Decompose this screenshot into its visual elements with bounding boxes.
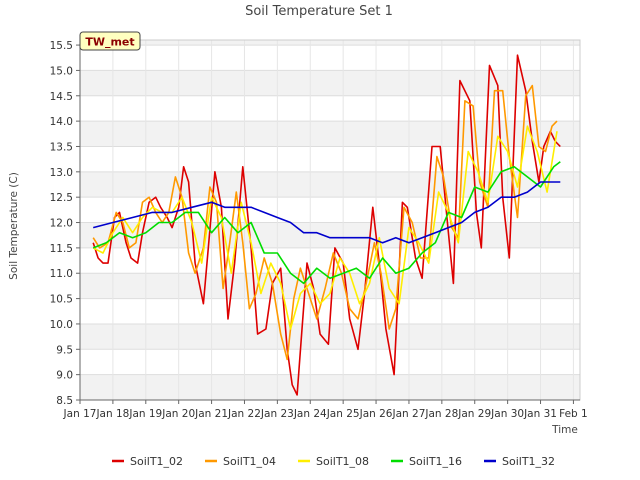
badge-label: TW_met [85,36,134,49]
legend-item-soilt1-08: SoilT1_08 [298,455,369,468]
y-tick-label: 11.5 [50,243,73,255]
legend-label: SoilT1_16 [409,455,462,468]
legend-item-soilt1-04: SoilT1_04 [205,455,276,468]
x-tick-label: Jan 25 [326,408,360,420]
legend-item-soilt1-02: SoilT1_02 [112,455,183,468]
plot-band [80,121,580,147]
x-tick-label: Feb 1 [559,408,588,420]
legend-label: SoilT1_32 [502,455,555,468]
x-tick-label: Jan 23 [260,408,294,420]
x-axis-label: Time [551,424,578,436]
y-tick-label: 11.0 [50,268,73,280]
x-tick-label: Jan 19 [128,408,162,420]
plot-band [80,171,580,198]
x-tick-label: Jan 21 [194,408,228,420]
series-line-soilt1-16 [92,161,561,285]
axes [79,39,581,401]
y-tick-label: 13.0 [50,167,73,179]
y-axis-label: Soil Temperature (C) [8,172,20,280]
y-tick-label: 9.5 [56,344,73,356]
y-tick-label: 8.5 [56,395,73,407]
badge: TW_met [79,31,141,51]
legend-label: SoilT1_02 [130,455,183,468]
plot-band [80,374,580,400]
x-tick-label: Jan 20 [161,408,195,420]
x-tick-label: Jan 26 [359,408,393,420]
x-tick-label: Jan 28 [424,408,458,420]
y-axis-ticks: 8.5 9.0 9.5 10.0 10.5 11.0 11.5 12.0 12.5 13.0 13.… [50,40,80,407]
x-tick-label: Jan 31 [523,408,557,420]
legend-item-soilt1-16: SoilT1_16 [391,455,462,468]
plot-band [80,40,580,46]
badge-box [79,31,141,51]
chart-title: Soil Temperature Set 1 [245,4,393,19]
x-tick-label: Jan 22 [227,408,261,420]
series-lines [92,54,561,396]
series-line-soilt1-32 [92,181,561,244]
legend-label: SoilT1_08 [316,455,369,468]
plot-band [80,222,580,248]
x-tick-label: Jan 30 [490,408,524,420]
legend-label: SoilT1_04 [223,455,276,468]
legend: SoilT1_02 SoilT1_04 SoilT1_08 SoilT1_16 Soil… [112,455,555,468]
y-tick-label: 9.0 [56,370,73,382]
plot-band [80,273,580,299]
plot-band [80,70,580,96]
y-tick-label: 12.0 [50,218,73,230]
y-tick-label: 15.5 [50,40,73,52]
x-tick-label: Jan 17 [63,408,97,420]
y-tick-label: 12.5 [50,192,73,204]
x-tick-label: Jan 27 [392,408,426,420]
x-tick-label: Jan 29 [457,408,491,420]
x-axis-ticks: Jan 17 Jan 18 Jan 19 Jan 20 Jan 21 Jan 22 Jan … [63,400,588,420]
legend-item-soilt1-32: SoilT1_32 [484,455,555,468]
y-tick-label: 10.5 [50,294,73,306]
y-tick-label: 15.0 [50,65,73,77]
x-tick-label: Jan 18 [95,408,129,420]
y-tick-label: 14.5 [50,91,73,103]
y-tick-label: 10.0 [50,319,73,331]
y-tick-label: 13.5 [50,141,73,153]
plot-background [80,40,580,400]
y-tick-label: 14.0 [50,116,73,128]
x-tick-label: Jan 24 [293,408,327,420]
